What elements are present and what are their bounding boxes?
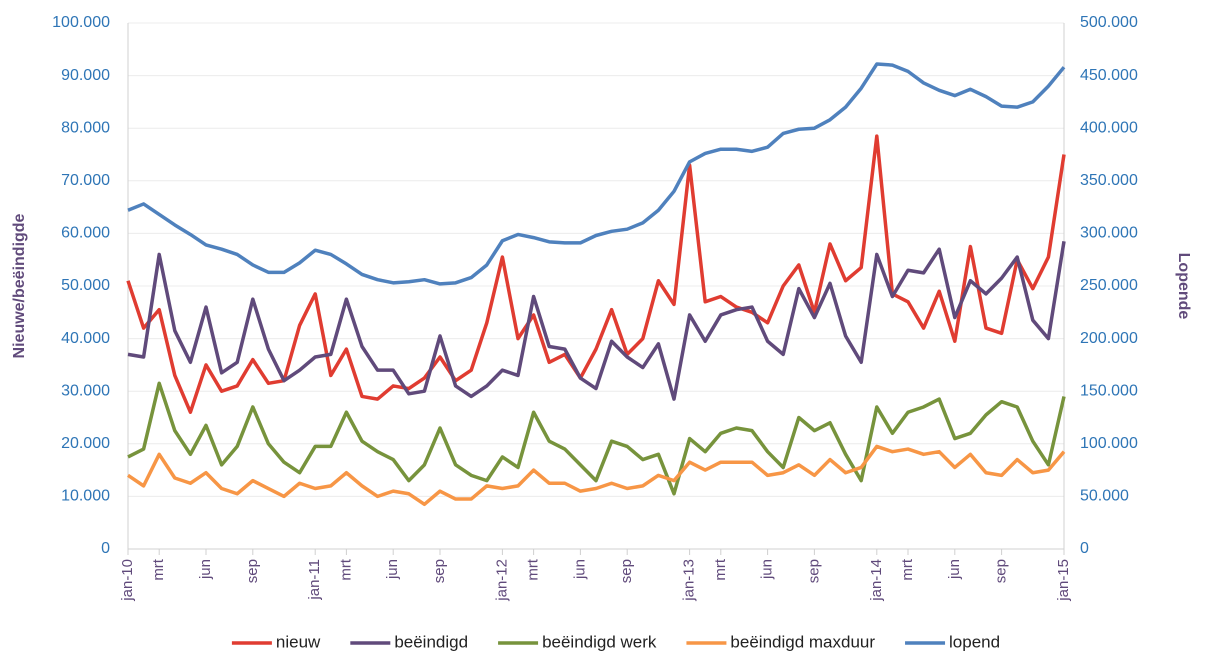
x-tick-label: mrt bbox=[150, 558, 167, 580]
legend-label: lopend bbox=[949, 632, 1000, 651]
x-tick-label: sep bbox=[805, 559, 822, 583]
y-axis-title: Nieuwe/beëindigde bbox=[11, 213, 28, 358]
x-tick-label: jun bbox=[759, 559, 776, 580]
x-tick-label: sep bbox=[431, 559, 448, 583]
y2-tick-label: 100.000 bbox=[1080, 435, 1138, 452]
legend-label: beëindigd werk bbox=[542, 632, 657, 651]
x-tick-label: mrt bbox=[899, 558, 916, 580]
legend-label: beëindigd bbox=[394, 632, 468, 651]
series-line bbox=[127, 381, 1066, 496]
x-tick-label: jan-14 bbox=[868, 559, 885, 602]
x-tick-label: mrt bbox=[337, 558, 354, 580]
x-tick-label: jan-12 bbox=[493, 559, 510, 602]
y-tick-label: 40.000 bbox=[61, 330, 110, 347]
y2-axis-title: Lopende bbox=[1175, 253, 1192, 320]
legend-label: nieuw bbox=[276, 632, 321, 651]
y2-tick-label: 400.000 bbox=[1080, 119, 1138, 136]
x-tick-label: sep bbox=[993, 559, 1010, 583]
y2-tick-label: 250.000 bbox=[1080, 277, 1138, 294]
y-tick-label: 20.000 bbox=[61, 435, 110, 452]
x-tick-label: jan-11 bbox=[306, 559, 323, 601]
x-tick-label: jan-13 bbox=[681, 559, 698, 602]
x-tick-label: jan-10 bbox=[119, 559, 136, 602]
series-line bbox=[127, 241, 1066, 401]
y2-tick-label: 350.000 bbox=[1080, 172, 1138, 189]
y-tick-label: 10.000 bbox=[61, 488, 110, 505]
x-tick-label: mrt bbox=[525, 558, 542, 580]
y-tick-label: 80.000 bbox=[61, 119, 110, 136]
y2-tick-label: 50.000 bbox=[1080, 488, 1129, 505]
x-tick-label: sep bbox=[618, 559, 635, 583]
y-tick-label: 100.000 bbox=[52, 14, 110, 31]
y-tick-label: 0 bbox=[101, 540, 110, 557]
y2-tick-label: 450.000 bbox=[1080, 67, 1138, 84]
x-tick-label: sep bbox=[244, 559, 261, 583]
y-tick-label: 30.000 bbox=[61, 382, 110, 399]
y-tick-label: 50.000 bbox=[61, 277, 110, 294]
y-tick-label: 90.000 bbox=[61, 67, 110, 84]
x-tick-label: jun bbox=[571, 559, 588, 580]
x-tick-label: jun bbox=[946, 559, 963, 580]
y-tick-label: 70.000 bbox=[61, 172, 110, 189]
series-line bbox=[127, 62, 1066, 286]
y2-tick-label: 500.000 bbox=[1080, 14, 1138, 31]
x-tick-label: mrt bbox=[712, 558, 729, 580]
legend-label: beëindigd maxduur bbox=[730, 632, 875, 651]
y-tick-label: 60.000 bbox=[61, 225, 110, 242]
series-line bbox=[127, 444, 1066, 507]
y2-tick-label: 200.000 bbox=[1080, 330, 1138, 347]
y2-tick-label: 300.000 bbox=[1080, 225, 1138, 242]
x-tick-label: jun bbox=[384, 559, 401, 580]
y2-tick-label: 150.000 bbox=[1080, 382, 1138, 399]
x-tick-label: jan-15 bbox=[1055, 559, 1072, 602]
y2-tick-label: 0 bbox=[1080, 540, 1089, 557]
x-tick-label: jun bbox=[197, 559, 214, 580]
